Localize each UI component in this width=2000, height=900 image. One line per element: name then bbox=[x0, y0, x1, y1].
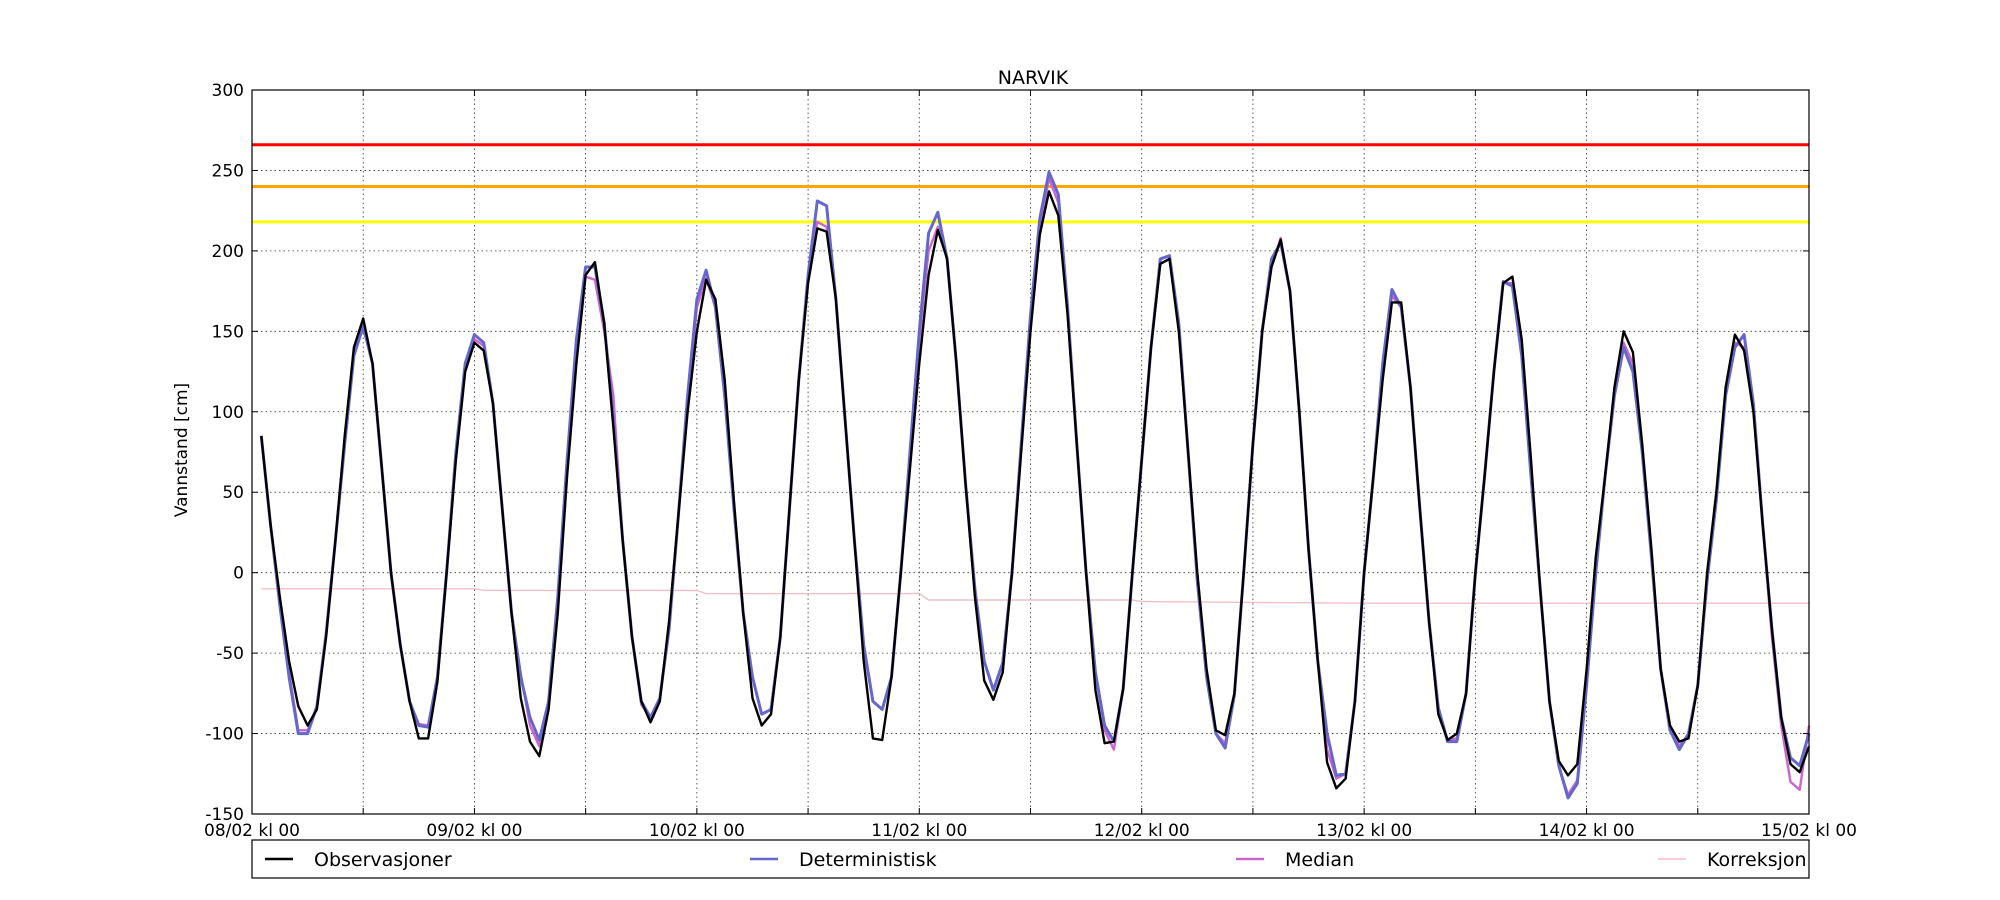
x-tick-label: 10/02 kl 00 bbox=[649, 821, 745, 841]
x-tick-label: 13/02 kl 00 bbox=[1316, 821, 1412, 841]
grid-lines bbox=[252, 90, 1809, 814]
y-tick-label: 200 bbox=[212, 242, 244, 262]
series-lines bbox=[259, 170, 1811, 800]
threshold-lines bbox=[252, 143, 1809, 224]
legend: Observasjoner Deterministisk Median Korreks… bbox=[251, 839, 1810, 879]
x-tick-label: 08/02 kl 00 bbox=[204, 821, 300, 841]
y-tick-label: 250 bbox=[212, 161, 244, 181]
axis-ticks: -150 -100 -50 0 50 100 150 200 250 300 08/02 kl 00… bbox=[204, 81, 1857, 841]
legend-frame bbox=[251, 839, 1810, 879]
y-tick-label: 0 bbox=[233, 564, 244, 584]
series-line-korreksjon bbox=[261, 588, 1809, 604]
y-tick-label: -150 bbox=[205, 805, 244, 825]
x-tick-label: 14/02 kl 00 bbox=[1539, 821, 1635, 841]
x-tick-label: 12/02 kl 00 bbox=[1094, 821, 1190, 841]
y-tick-label: 100 bbox=[212, 403, 244, 423]
legend-label: Deterministisk bbox=[799, 849, 937, 871]
y-tick-label: -100 bbox=[205, 725, 244, 745]
legend-label: Observasjoner bbox=[314, 849, 452, 871]
legend-label: Median bbox=[1285, 849, 1354, 871]
y-axis-title: Vannstand [cm] bbox=[172, 383, 192, 517]
chart-title: NARVIK bbox=[998, 67, 1069, 89]
legend-label: Korreksjon bbox=[1707, 849, 1807, 871]
y-tick-label: -50 bbox=[216, 644, 244, 664]
series-line-deterministisk bbox=[259, 170, 1811, 800]
x-tick-label: 09/02 kl 00 bbox=[426, 821, 522, 841]
x-tick-label: 11/02 kl 00 bbox=[871, 821, 967, 841]
x-tick-label: 15/02 kl 00 bbox=[1761, 821, 1857, 841]
y-tick-label: 150 bbox=[212, 322, 244, 342]
series-line-observasjoner bbox=[260, 190, 1811, 790]
y-tick-label: 300 bbox=[212, 81, 244, 101]
y-tick-label: 50 bbox=[222, 483, 244, 503]
